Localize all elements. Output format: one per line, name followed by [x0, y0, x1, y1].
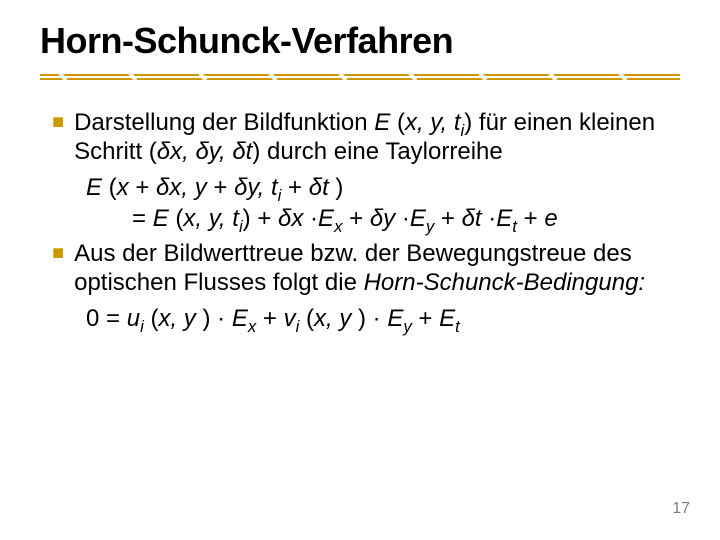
txt: ( — [102, 174, 117, 201]
sub-x: x — [248, 316, 256, 335]
txt: · — [210, 305, 231, 332]
txt: ) — [243, 205, 251, 232]
txt: ( — [144, 305, 159, 332]
var-x: x — [117, 174, 129, 201]
var-xyt: x, y, t — [183, 205, 239, 232]
page-number: 17 — [672, 500, 690, 518]
txt: ( — [390, 109, 405, 136]
txt: + — [412, 305, 439, 332]
bullet-icon: ■ — [52, 239, 64, 268]
txt: ( — [299, 305, 314, 332]
content-area: ■ Darstellung der Bildfunktion E (x, y, … — [52, 108, 672, 335]
var-Et: E — [496, 205, 512, 232]
txt: + — [517, 205, 544, 232]
txt: + — [207, 174, 234, 201]
var-dyt: δy, t — [234, 174, 278, 201]
var-E: E — [153, 205, 169, 232]
txt: + — [256, 305, 283, 332]
txt: · — [482, 205, 497, 232]
txt: + — [434, 205, 461, 232]
var-E: E — [86, 174, 102, 201]
txt: ) durch eine Taylorreihe — [252, 138, 502, 165]
bullet-2: ■ Aus der Bildwerttreue bzw. der Bewegun… — [52, 239, 672, 298]
var-Ey: E — [410, 205, 426, 232]
txt: ) — [329, 174, 344, 201]
formula-taylor-rhs: = E (x, y, ti) + δx ·Ex + δy ·Ey + δt ·E… — [132, 204, 672, 233]
formula-hs-condition: 0 = ui (x, y ) · Ex + vi (x, y ) · Ey + … — [86, 304, 672, 333]
var-xyt: x, y, t — [405, 109, 461, 136]
txt: · — [366, 305, 387, 332]
txt: + — [281, 174, 308, 201]
txt: Darstellung der Bildfunktion — [74, 109, 374, 136]
sub-t: t — [455, 316, 460, 335]
var-e: e — [544, 205, 557, 232]
var-u: u — [127, 305, 140, 332]
hs-term: Horn-Schunck-Bedingung: — [364, 269, 646, 296]
slide: Horn-Schunck-Verfahren ■ Darstellung der… — [0, 0, 720, 540]
slide-title: Horn-Schunck-Verfahren — [40, 20, 453, 62]
var-dxdydt: δx, δy, δt — [157, 138, 253, 165]
var-dt: δt — [462, 205, 482, 232]
var-dx: δx — [278, 205, 303, 232]
var-Ex: E — [318, 205, 334, 232]
sub-y: y — [426, 217, 434, 236]
var-v: v — [284, 305, 296, 332]
txt: + — [342, 205, 369, 232]
var-xy: x, y — [158, 305, 195, 332]
txt: · — [303, 205, 318, 232]
var-dt: δt — [309, 174, 329, 201]
var-dxy: δx, y — [156, 174, 207, 201]
txt: + — [251, 205, 278, 232]
formula-taylor-lhs: E (x + δx, y + δy, ti + δt ) — [86, 173, 672, 202]
bullet-icon: ■ — [52, 108, 64, 137]
var-Ey: E — [387, 305, 403, 332]
bullet-1-text: Darstellung der Bildfunktion E (x, y, ti… — [74, 108, 672, 167]
bullet-2-text: Aus der Bildwerttreue bzw. der Bewegungs… — [74, 239, 672, 298]
var-Ex: E — [232, 305, 248, 332]
txt: ( — [169, 205, 184, 232]
title-underline — [40, 74, 680, 80]
var-Et: E — [439, 305, 455, 332]
txt: ) — [196, 305, 211, 332]
var-xy: x, y — [314, 305, 351, 332]
sub-y: y — [403, 316, 411, 335]
txt: = — [132, 205, 153, 232]
txt: + — [129, 174, 156, 201]
var-E: E — [374, 109, 390, 136]
txt: 0 = — [86, 305, 127, 332]
txt: ) — [351, 305, 366, 332]
bullet-1: ■ Darstellung der Bildfunktion E (x, y, … — [52, 108, 672, 167]
txt: · — [395, 205, 410, 232]
var-dy: δy — [370, 205, 395, 232]
